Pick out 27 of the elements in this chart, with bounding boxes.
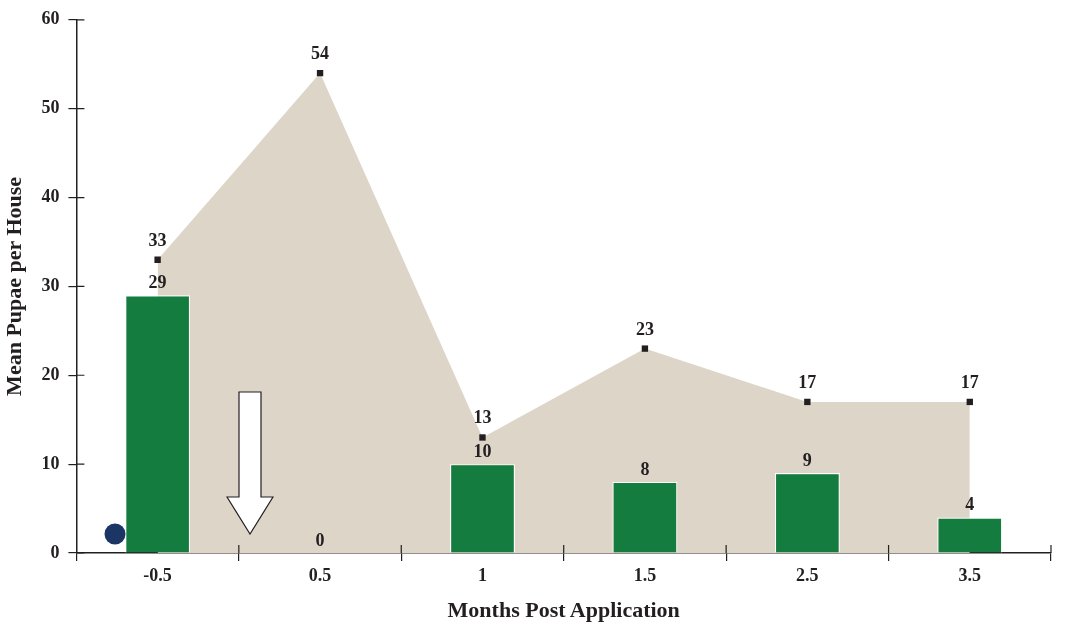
x-tick-label: -0.5 <box>143 565 172 586</box>
data-label: 54 <box>311 43 330 64</box>
x-tick-label: 2.5 <box>796 565 819 586</box>
data-label: 0 <box>315 530 325 550</box>
data-label: 33 <box>148 229 167 250</box>
data-label: 9 <box>802 450 812 471</box>
y-tick-label: 0 <box>50 541 60 562</box>
data-label: 29 <box>148 272 167 293</box>
x-tick-label: 1 <box>477 565 487 586</box>
data-label: 17 <box>798 371 817 392</box>
data-label: 13 <box>473 407 492 428</box>
data-label: 17 <box>960 371 979 392</box>
y-tick-label: 20 <box>41 363 60 384</box>
x-tick-label: 0.5 <box>308 565 332 586</box>
data-label: 8 <box>640 458 650 479</box>
data-label: 4 <box>965 494 975 515</box>
y-axis-title: Mean Pupae per House <box>0 176 26 396</box>
y-tick-label: 50 <box>41 97 60 118</box>
y-tick-label: 60 <box>41 8 60 29</box>
x-tick-label: 1.5 <box>633 565 657 586</box>
x-tick-label: 3.5 <box>958 565 982 586</box>
data-label: 10 <box>473 441 492 462</box>
y-tick-label: 40 <box>41 186 60 207</box>
y-tick-label: 10 <box>41 452 60 473</box>
data-label: 23 <box>635 318 654 339</box>
x-axis-title: Months Post Application <box>447 597 680 623</box>
y-tick-label: 30 <box>41 275 60 296</box>
